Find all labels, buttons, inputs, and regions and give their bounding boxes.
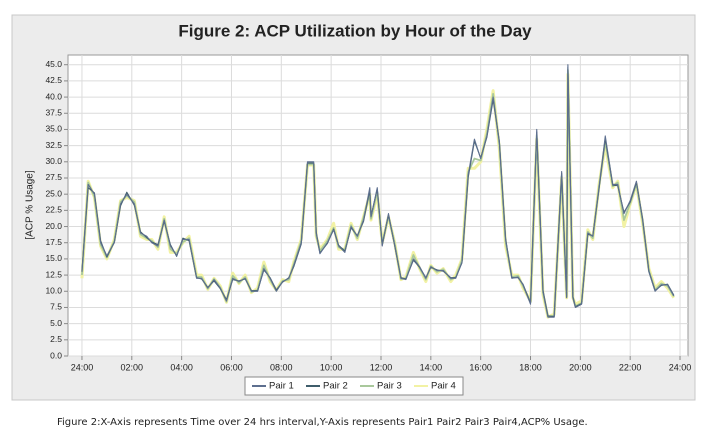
x-tick-label: 04:00 [170, 362, 193, 372]
y-tick-label: 32.5 [45, 140, 62, 150]
chart-title: Figure 2: ACP Utilization by Hour of the… [178, 21, 532, 40]
x-tick-label: 16:00 [469, 362, 492, 372]
x-tick-label: 24:00 [669, 362, 692, 372]
y-tick-label: 27.5 [45, 172, 62, 182]
x-tick-label: 12:00 [370, 362, 393, 372]
y-tick-label: 2.5 [50, 334, 62, 344]
y-tick-label: 22.5 [45, 205, 62, 215]
y-tick-label: 25.0 [45, 188, 62, 198]
y-tick-label: 40.0 [45, 91, 62, 101]
x-tick-label: 02:00 [121, 362, 144, 372]
y-tick-label: 37.5 [45, 108, 62, 118]
y-tick-label: 42.5 [45, 75, 62, 85]
y-tick-label: 0.0 [50, 350, 62, 360]
legend-label: Pair 3 [377, 381, 402, 392]
y-axis-label: [ACP % Usage] [25, 170, 36, 240]
caption: Figure 2:X-Axis represents Time over 24 … [57, 417, 588, 428]
legend-label: Pair 1 [269, 381, 294, 392]
x-tick-label: 08:00 [270, 362, 293, 372]
y-tick-label: 45.0 [45, 59, 62, 69]
y-tick-label: 10.0 [45, 286, 62, 296]
y-tick-label: 30.0 [45, 156, 62, 166]
x-tick-label: 10:00 [320, 362, 343, 372]
legend-label: Pair 2 [323, 381, 348, 392]
x-tick-label: 06:00 [220, 362, 243, 372]
y-tick-label: 15.0 [45, 253, 62, 263]
legend [244, 376, 464, 396]
x-tick-label: 20:00 [569, 362, 592, 372]
y-tick-label: 12.5 [45, 269, 62, 279]
y-tick-label: 17.5 [45, 237, 62, 247]
y-tick-label: 5.0 [50, 318, 62, 328]
x-tick-label: 24:00 [71, 362, 94, 372]
grid [68, 55, 688, 357]
series-line [81, 64, 675, 318]
x-tick-label: 22:00 [619, 362, 642, 372]
y-tick-label: 35.0 [45, 124, 62, 134]
legend-label: Pair 4 [431, 381, 456, 392]
y-tick-label: 20.0 [45, 221, 62, 231]
x-tick-label: 14:00 [420, 362, 443, 372]
x-tick-label: 18:00 [519, 362, 542, 372]
y-tick-label: 7.5 [50, 302, 62, 312]
